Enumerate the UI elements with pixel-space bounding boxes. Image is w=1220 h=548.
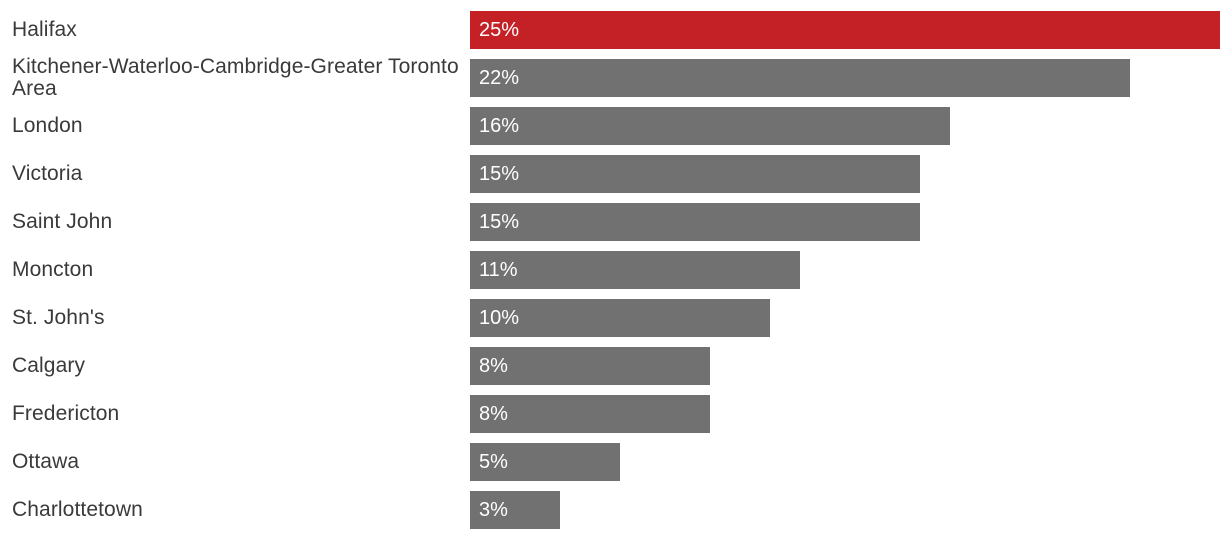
- bar-value-label: 11%: [479, 258, 518, 281]
- bar: 25%: [470, 11, 1220, 49]
- bar: 16%: [470, 107, 950, 145]
- category-label: Fredericton: [12, 402, 120, 425]
- bar: 8%: [470, 347, 710, 385]
- category-label: Calgary: [12, 354, 86, 377]
- bar: 8%: [470, 395, 710, 433]
- bar-value-label: 15%: [479, 210, 520, 233]
- bar-value-label: 8%: [479, 354, 508, 377]
- chart-row: Halifax 25%: [0, 11, 1220, 49]
- bar: 5%: [470, 443, 620, 481]
- category-label: Moncton: [12, 258, 94, 281]
- bar: 15%: [470, 203, 920, 241]
- bar: 3%: [470, 491, 560, 529]
- category-label: Halifax: [12, 18, 77, 41]
- bar-area: 25%: [470, 11, 1220, 49]
- chart-row: Saint John 15%: [0, 203, 1220, 241]
- bar-value-label: 25%: [479, 18, 520, 41]
- bar-value-label: 5%: [479, 450, 508, 473]
- bar-value-label: 10%: [479, 306, 520, 329]
- chart-row: Kitchener-Waterloo-Cambridge-Greater Tor…: [0, 55, 1220, 100]
- bar-area: 8%: [470, 395, 1220, 433]
- bar-area: 5%: [470, 443, 1220, 481]
- chart-row: Moncton 11%: [0, 251, 1220, 289]
- category-label: Victoria: [12, 162, 83, 185]
- bar-area: 22%: [470, 59, 1220, 97]
- chart-row: London 16%: [0, 107, 1220, 145]
- bar-area: 10%: [470, 299, 1220, 337]
- chart-row: Fredericton 8%: [0, 395, 1220, 433]
- bar-value-label: 22%: [479, 66, 520, 89]
- bar-area: 3%: [470, 491, 1220, 529]
- bar: 10%: [470, 299, 770, 337]
- bar-area: 15%: [470, 203, 1220, 241]
- bar-value-label: 8%: [479, 402, 508, 425]
- bar-area: 11%: [470, 251, 1220, 289]
- bar-area: 16%: [470, 107, 1220, 145]
- chart-row: Calgary 8%: [0, 347, 1220, 385]
- chart-row: Charlottetown 3%: [0, 491, 1220, 529]
- bar-value-label: 15%: [479, 162, 520, 185]
- bar: 15%: [470, 155, 920, 193]
- category-label: Ottawa: [12, 450, 80, 473]
- bar-value-label: 3%: [479, 498, 508, 521]
- category-label: Saint John: [12, 210, 113, 233]
- category-label: Charlottetown: [12, 498, 143, 521]
- chart-row: Victoria 15%: [0, 155, 1220, 193]
- bar-area: 15%: [470, 155, 1220, 193]
- category-label: Kitchener-Waterloo-Cambridge-Greater Tor…: [12, 55, 459, 100]
- bar: 22%: [470, 59, 1130, 97]
- bar-value-label: 16%: [479, 114, 520, 137]
- category-label: St. John's: [12, 306, 105, 329]
- bar-area: 8%: [470, 347, 1220, 385]
- chart-row: Ottawa 5%: [0, 443, 1220, 481]
- chart-row: St. John's 10%: [0, 299, 1220, 337]
- category-label: London: [12, 114, 83, 137]
- bar: 11%: [470, 251, 800, 289]
